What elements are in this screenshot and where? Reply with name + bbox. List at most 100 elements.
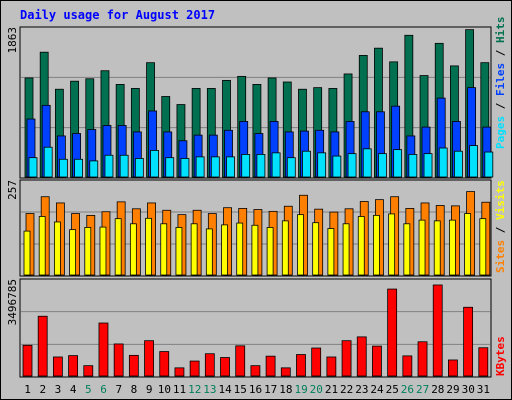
- pages-bar: [256, 154, 266, 178]
- kbytes-bar: [128, 354, 139, 377]
- day-label: 9: [146, 383, 153, 396]
- day-label: 26: [401, 383, 414, 396]
- sites-bar: [38, 216, 46, 276]
- sites-bar: [69, 229, 76, 276]
- pages-bar: [180, 158, 190, 178]
- kbytes-bar: [432, 284, 443, 377]
- sites-bar: [190, 223, 198, 276]
- sites-bar: [388, 213, 396, 276]
- sites-bar: [145, 217, 152, 276]
- day-label: 4: [70, 383, 77, 396]
- day-label: 7: [115, 383, 122, 396]
- visits-max-label: 257: [6, 180, 19, 200]
- chart-title: Daily usage for August 2017: [20, 8, 215, 22]
- sites-bar: [327, 228, 335, 276]
- sites-bar: [464, 213, 472, 276]
- kbytes-bar: [52, 356, 63, 377]
- sites-bar: [281, 220, 289, 276]
- day-label: 16: [249, 383, 262, 396]
- pages-bar: [362, 148, 372, 178]
- kbytes-bar: [296, 354, 306, 377]
- kbytes-bar: [280, 367, 291, 377]
- kbytes-bar: [98, 322, 109, 377]
- day-label: 28: [431, 383, 444, 396]
- pages-bar: [241, 154, 251, 178]
- sites-bar: [403, 223, 411, 276]
- kbytes-bar: [311, 347, 322, 377]
- day-label: 14: [218, 383, 232, 396]
- sites-bar: [99, 226, 107, 276]
- sites-bar: [221, 224, 228, 276]
- day-label: 17: [264, 383, 277, 396]
- kbytes-bar: [372, 345, 382, 377]
- pages-bar: [378, 153, 387, 178]
- pages-bar: [28, 157, 38, 178]
- pages-bar: [104, 154, 114, 178]
- pages-bar: [74, 158, 83, 178]
- sites-bar: [418, 219, 426, 276]
- sites-bar: [449, 219, 456, 276]
- pages-bar: [58, 158, 68, 178]
- sites-bar: [479, 218, 487, 276]
- kbytes-bar: [417, 341, 428, 377]
- day-label: 25: [386, 383, 399, 396]
- day-label: 29: [446, 383, 459, 396]
- pages-bar: [347, 153, 357, 178]
- kbytes-bar: [402, 355, 413, 377]
- sites-bar: [23, 230, 31, 276]
- kbytes-bar: [341, 340, 352, 377]
- kbytes-bar: [220, 357, 230, 377]
- pages-bar: [484, 151, 494, 178]
- pages-bar: [469, 145, 479, 178]
- kbytes-bar: [204, 353, 215, 377]
- sites-bar: [373, 214, 380, 276]
- day-label: 6: [100, 383, 107, 396]
- sites-bar: [205, 228, 213, 276]
- pages-bar: [43, 146, 53, 178]
- kbytes-bar: [463, 306, 474, 377]
- kbytes-bar: [478, 347, 489, 377]
- sites-bar: [342, 223, 350, 276]
- pages-bar: [271, 152, 281, 178]
- day-label: 24: [370, 383, 384, 396]
- kbytes-legend-label: KBytes: [494, 336, 507, 376]
- sites-bar: [175, 227, 183, 276]
- day-label: 30: [462, 383, 475, 396]
- day-label: 21: [325, 383, 338, 396]
- kbytes-panel: [19, 278, 492, 378]
- pages-bar: [286, 157, 296, 178]
- day-label: 5: [85, 383, 92, 396]
- pages-bar: [89, 160, 99, 178]
- kbytes-bar: [144, 340, 154, 377]
- visits-legend-label: Sites / Visits: [494, 180, 507, 273]
- pages-bar: [302, 150, 311, 178]
- sites-bar: [312, 222, 320, 276]
- sites-bar: [357, 216, 365, 276]
- kbytes-bar: [113, 343, 124, 377]
- day-label: 1: [24, 383, 31, 396]
- kbytes-bar: [250, 365, 261, 377]
- day-label: 22: [340, 383, 353, 396]
- kbytes-bar: [326, 356, 337, 377]
- pages-bar: [119, 154, 129, 178]
- day-label: 23: [355, 383, 368, 396]
- sites-bar: [297, 214, 304, 276]
- kbytes-bar: [22, 344, 33, 377]
- pages-bar: [317, 152, 327, 178]
- kbytes-bar: [83, 365, 94, 377]
- kbytes-bar: [235, 345, 246, 377]
- day-label: 18: [279, 383, 292, 396]
- day-label: 13: [203, 383, 216, 396]
- sites-bar: [129, 223, 137, 276]
- kbytes-bar: [159, 351, 170, 377]
- kbytes-bar: [387, 288, 398, 377]
- day-label: 8: [131, 383, 138, 396]
- sites-bar: [160, 223, 168, 276]
- kbytes-bar: [356, 336, 367, 377]
- pages-bar: [332, 155, 342, 178]
- day-label: 11: [173, 383, 186, 396]
- sites-bar: [251, 224, 259, 276]
- sites-bar: [114, 218, 122, 276]
